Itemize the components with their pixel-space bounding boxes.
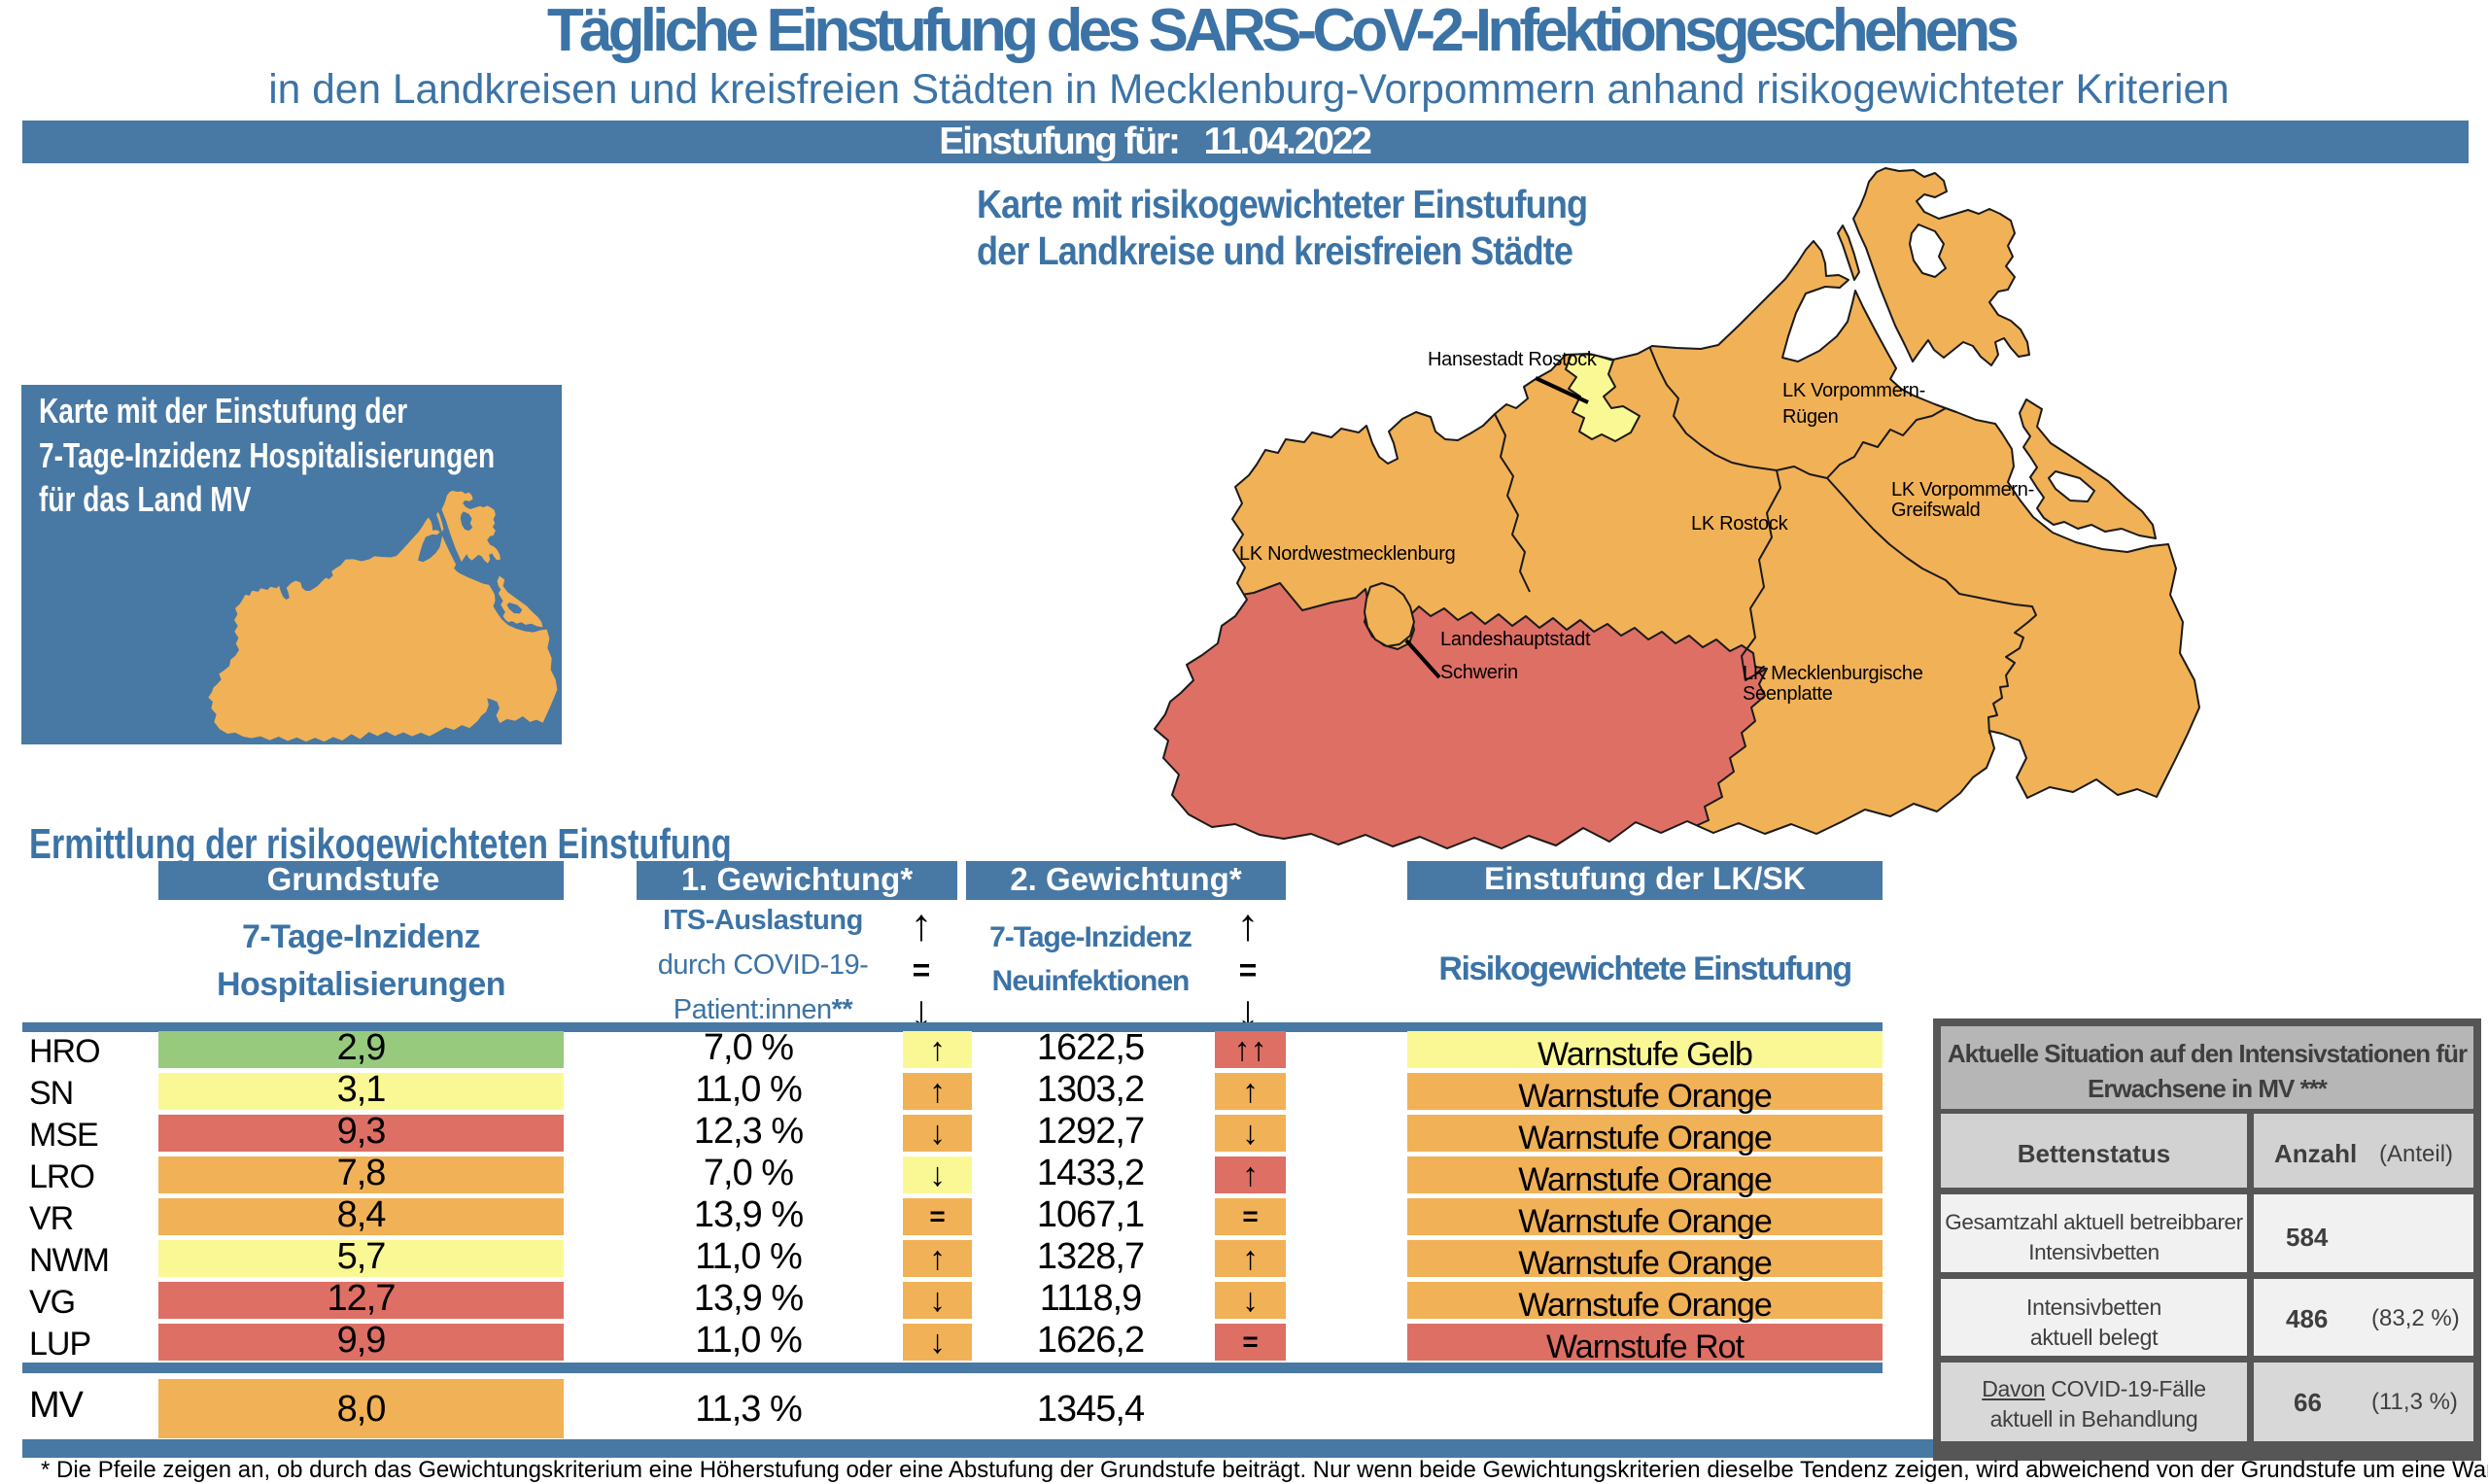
svg-text:Greifswald: Greifswald bbox=[1891, 500, 1980, 521]
svg-text:Rügen: Rügen bbox=[1782, 406, 1838, 428]
svg-text:Landeshauptstadt: Landeshauptstadt bbox=[1440, 629, 1591, 650]
svg-text:LK Rostock: LK Rostock bbox=[1691, 513, 1789, 535]
svg-text:LK Vorpommern-: LK Vorpommern- bbox=[1891, 479, 2034, 500]
svg-text:Hansestadt Rostock: Hansestadt Rostock bbox=[1428, 349, 1598, 370]
svg-text:LK Vorpommern-: LK Vorpommern- bbox=[1782, 380, 1925, 401]
svg-text:Seenplatte: Seenplatte bbox=[1743, 683, 1833, 705]
svg-text:LK Nordwestmecklenburg: LK Nordwestmecklenburg bbox=[1239, 543, 1455, 565]
svg-text:Schwerin: Schwerin bbox=[1440, 662, 1518, 683]
svg-text:LK Mecklenburgische: LK Mecklenburgische bbox=[1743, 663, 1923, 684]
